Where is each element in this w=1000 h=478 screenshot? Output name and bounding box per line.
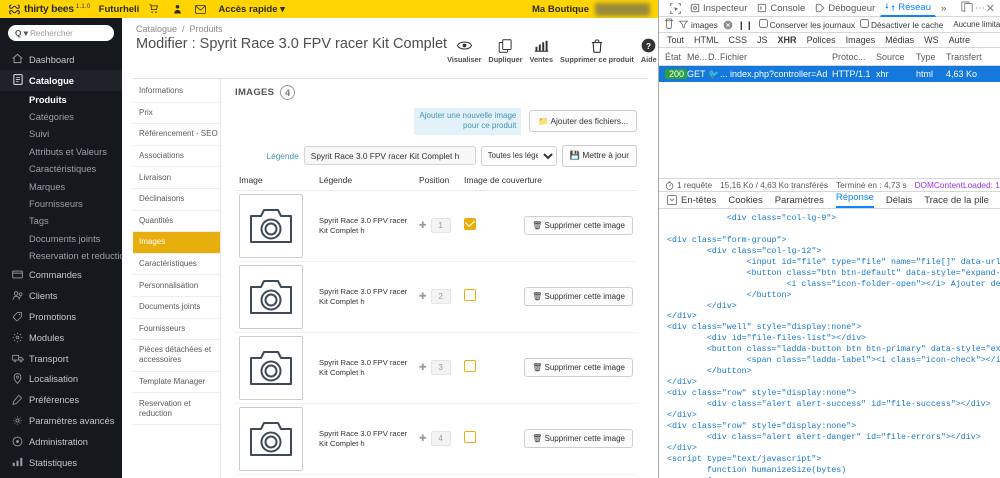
svg-text:?: ? (646, 41, 651, 51)
